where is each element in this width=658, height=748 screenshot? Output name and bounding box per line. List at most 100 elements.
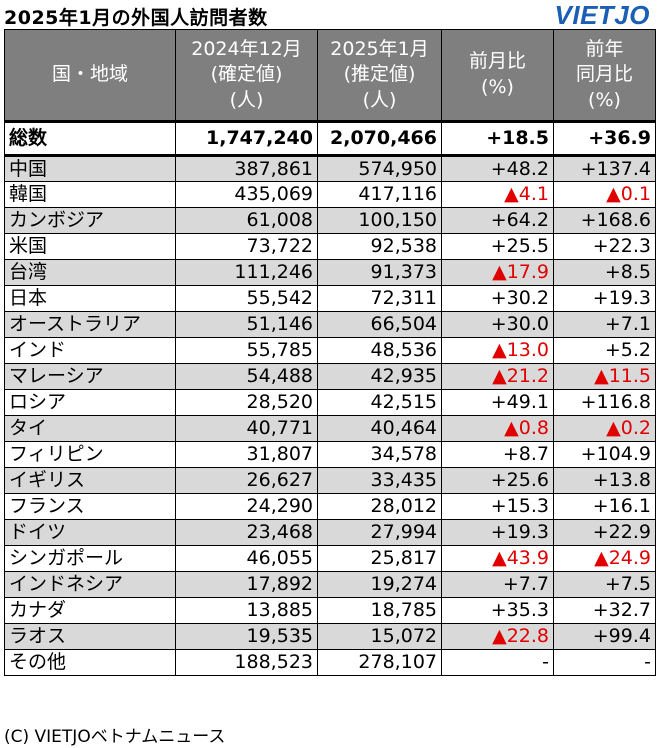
yoy-change: ▲0.1 [553,181,656,208]
country-name: インドネシア [4,571,176,598]
country-name: カナダ [4,597,176,624]
jan-value: 15,072 [317,623,442,650]
country-name: ドイツ [4,519,176,546]
yoy-change: +104.9 [553,441,656,468]
jan-value: 34,578 [317,441,442,468]
dec-value: 188,523 [175,649,318,676]
table-row: 韓国 435,069 417,116 ▲4.1 ▲0.1 [4,181,656,208]
dec-value: 73,722 [175,233,318,260]
header-mom-line2: (%) [481,76,514,98]
table-row: ドイツ 23,468 27,994 +19.3 +22.9 [4,519,656,546]
table-row: 中国 387,861 574,950 +48.2 +137.4 [4,155,656,182]
jan-value: 42,515 [317,389,442,416]
dec-value: 435,069 [175,181,318,208]
country-name: タイ [4,415,176,442]
mom-change: +48.2 [441,155,554,182]
header-yoy-line1: 前年 [585,37,624,60]
jan-value: 19,274 [317,571,442,598]
yoy-change: +16.1 [553,493,656,520]
mom-change: ▲43.9 [441,545,554,572]
dec-value: 111,246 [175,259,318,286]
yoy-change: +137.4 [553,155,656,182]
mom-change: ▲21.2 [441,363,554,390]
dec-value: 13,885 [175,597,318,624]
country-name: 日本 [4,285,176,312]
header-mom-line1: 前月比 [468,50,526,73]
jan-value: 92,538 [317,233,442,260]
header-yoy-line3: (%) [588,88,621,111]
jan-value: 100,150 [317,207,442,234]
jan-value: 417,116 [317,181,442,208]
yoy-change: - [553,649,656,676]
country-name: フィリピン [4,441,176,468]
mom-change: ▲4.1 [441,181,554,208]
dec-value: 51,146 [175,311,318,338]
mom-change: +19.3 [441,519,554,546]
country-name: シンガポール [4,545,176,572]
jan-value: 48,536 [317,337,442,364]
country-name: カンボジア [4,207,176,234]
country-name: ラオス [4,623,176,650]
header-jan: 2025年1月 (推定値) (人) [317,29,442,122]
country-name: 中国 [4,155,176,182]
jan-value: 18,785 [317,597,442,624]
total-dec: 1,747,240 [175,120,318,157]
yoy-change: +19.3 [553,285,656,312]
header-mom: 前月比 (%) [441,29,554,122]
country-name: 米国 [4,233,176,260]
yoy-change: +7.1 [553,311,656,338]
yoy-change: +32.7 [553,597,656,624]
table-row: フランス 24,290 28,012 +15.3 +16.1 [4,493,656,520]
mom-change: +35.3 [441,597,554,624]
jan-value: 72,311 [317,285,442,312]
table-row: オーストラリア 51,146 66,504 +30.0 +7.1 [4,311,656,338]
mom-change: +25.6 [441,467,554,494]
table-row: インドネシア 17,892 19,274 +7.7 +7.5 [4,571,656,598]
table-row: ロシア 28,520 42,515 +49.1 +116.8 [4,389,656,416]
mom-change: ▲0.8 [441,415,554,442]
dec-value: 17,892 [175,571,318,598]
yoy-change: +116.8 [553,389,656,416]
jan-value: 66,504 [317,311,442,338]
header-dec-line2: (確定値) [210,63,283,86]
mom-change: +8.7 [441,441,554,468]
header-dec-line1: 2024年12月 [191,37,302,60]
yoy-change: +5.2 [553,337,656,364]
header-jan-line2: (推定値) [343,63,416,86]
jan-value: 574,950 [317,155,442,182]
yoy-change: +13.8 [553,467,656,494]
country-name: マレーシア [4,363,176,390]
dec-value: 28,520 [175,389,318,416]
country-name: 台湾 [4,259,176,286]
jan-value: 27,994 [317,519,442,546]
copyright-footer: (C) VIETJOベトナムニュース [4,727,226,747]
jan-value: 42,935 [317,363,442,390]
jan-value: 33,435 [317,467,442,494]
table-row: カンボジア 61,008 100,150 +64.2 +168.6 [4,207,656,234]
yoy-change: ▲24.9 [553,545,656,572]
mom-change: +30.2 [441,285,554,312]
table-row: 米国 73,722 92,538 +25.5 +22.3 [4,233,656,260]
jan-value: 40,464 [317,415,442,442]
mom-change: ▲22.8 [441,623,554,650]
yoy-change: +7.5 [553,571,656,598]
mom-change: +49.1 [441,389,554,416]
dec-value: 387,861 [175,155,318,182]
jan-value: 28,012 [317,493,442,520]
jan-value: 91,373 [317,259,442,286]
header-dec: 2024年12月 (確定値) (人) [175,29,318,122]
mom-change: ▲13.0 [441,337,554,364]
yoy-change: +22.9 [553,519,656,546]
dec-value: 46,055 [175,545,318,572]
dec-value: 19,535 [175,623,318,650]
header-yoy-line2: 同月比 [575,63,633,86]
header-dec-line3: (人) [229,88,264,111]
total-name: 総数 [4,120,176,157]
mom-change: +15.3 [441,493,554,520]
total-row: 総数 1,747,240 2,070,466 +18.5 +36.9 [4,120,656,157]
mom-change: - [441,649,554,676]
visitor-table: 国・地域 2024年12月 (確定値) (人) 2025年1月 (推定値) (人… [4,29,656,676]
header-jan-line1: 2025年1月 [330,37,429,60]
country-name: 韓国 [4,181,176,208]
table-row: イギリス 26,627 33,435 +25.6 +13.8 [4,467,656,494]
